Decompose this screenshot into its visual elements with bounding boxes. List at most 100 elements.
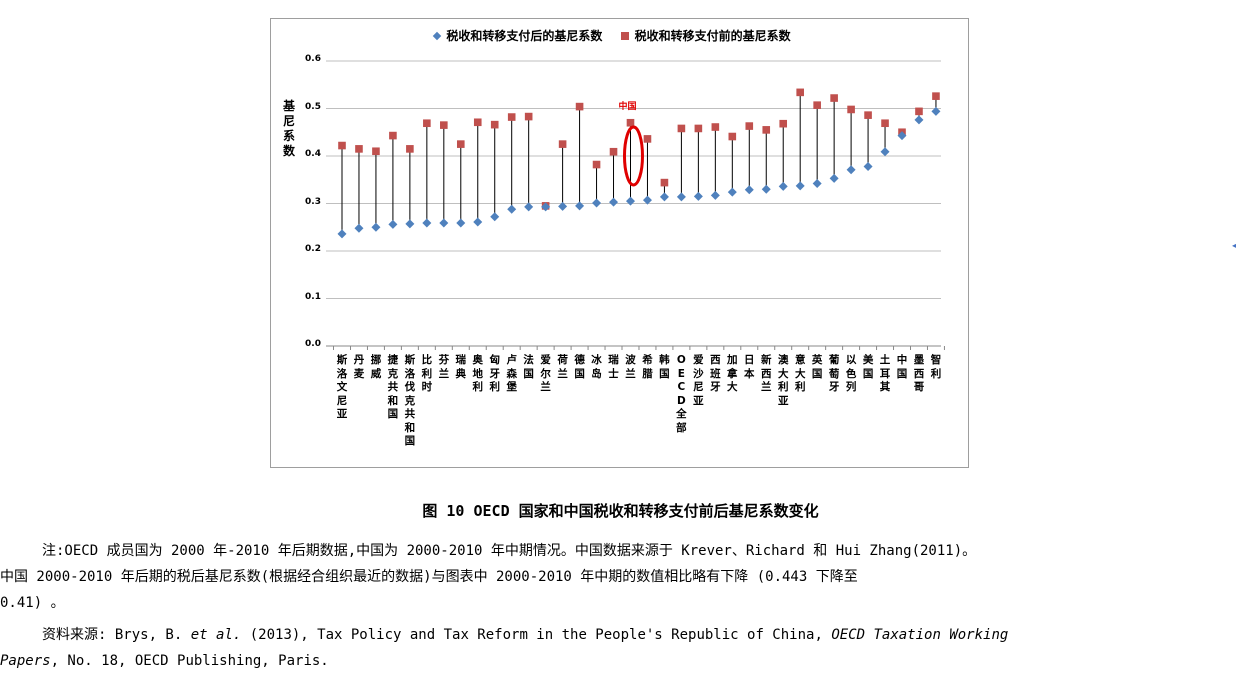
after-point (829, 173, 839, 183)
category-label: 奥地利 (472, 354, 484, 393)
category-label: 瑞士 (608, 354, 619, 380)
after-point (642, 195, 652, 205)
legend-before-label: 税收和转移支付前的基尼系数 (634, 29, 791, 43)
source-prefix: 资料来源: Brys, B. (42, 627, 191, 643)
y-tick-label: 0.2 (305, 244, 321, 254)
category-label: 斯洛伐克共和国 (404, 354, 416, 447)
category-label: 爱沙尼亚 (693, 354, 704, 407)
category-label: 匈牙利 (489, 354, 500, 393)
chart-plot (326, 60, 945, 350)
before-point (372, 147, 380, 156)
after-point (388, 219, 398, 229)
after-point (541, 202, 551, 212)
before-point (864, 111, 872, 119)
after-point (558, 201, 568, 211)
after-point (744, 185, 754, 195)
before-point (847, 105, 855, 114)
after-point (795, 181, 805, 191)
after-point (812, 179, 822, 189)
before-point (423, 119, 431, 128)
before-point (355, 145, 363, 153)
before-point (473, 118, 482, 127)
note-line-1: 注:OECD 成员国为 2000 年-2010 年后期数据,中国为 2000-2… (42, 543, 977, 559)
stray-arrow-icon: ◂ (1232, 241, 1237, 250)
before-point (660, 178, 669, 187)
y-tick-label: 0.0 (305, 339, 321, 349)
after-point (710, 190, 720, 200)
after-point (575, 201, 585, 211)
before-point (745, 122, 754, 130)
category-label: 新西兰 (761, 354, 772, 393)
category-label: 比利时 (421, 354, 433, 393)
after-point (422, 218, 432, 228)
after-point (761, 184, 771, 194)
after-point (490, 212, 500, 222)
category-label: 挪威 (370, 354, 382, 380)
category-label: 葡萄牙 (828, 354, 840, 393)
after-point (914, 115, 924, 125)
source-series-2: Papers (0, 653, 51, 669)
source-series: OECD Taxation Working (831, 627, 1009, 643)
after-point (592, 198, 602, 208)
before-point (575, 102, 584, 111)
y-tick-label: 0.5 (305, 101, 321, 112)
category-label: 中国 (896, 354, 908, 380)
after-point (625, 196, 635, 206)
after-point (676, 192, 686, 202)
after-point (778, 181, 788, 191)
category-label: 卢森堡 (506, 354, 517, 393)
before-point (592, 160, 601, 169)
before-point (524, 112, 533, 121)
after-point (524, 202, 534, 212)
chart-legend: 税收和转移支付后的基尼系数 税收和转移支付前的基尼系数 (271, 27, 968, 44)
after-point (337, 229, 347, 239)
after-point (897, 131, 907, 141)
before-point (694, 124, 703, 133)
before-point (338, 141, 346, 150)
after-point (931, 106, 941, 116)
category-label: 澳大利亚 (777, 354, 789, 407)
after-point (456, 218, 466, 228)
category-label: 意大利 (794, 354, 806, 393)
category-label: 波兰 (625, 354, 636, 380)
category-label: 土耳其 (879, 354, 891, 393)
note-line-2: 中国 2000-2010 年后期的税后基尼系数(根据经合组织最近的数据)与图表中… (0, 569, 858, 585)
after-point (439, 218, 449, 228)
before-point (626, 118, 635, 127)
category-label: 希腊 (642, 354, 653, 380)
figure-caption: 图 10 OECD 国家和中国税收和转移支付前后基尼系数变化 (422, 502, 819, 520)
before-point (389, 131, 397, 140)
before-point (932, 92, 940, 100)
source-etal: et al. (190, 627, 242, 643)
before-point (677, 124, 686, 133)
before-point (830, 94, 838, 102)
category-label: 日本 (744, 354, 755, 380)
before-point (406, 145, 414, 153)
before-point (881, 119, 889, 128)
category-label: 芬兰 (438, 354, 450, 380)
chart-frame: 税收和转移支付后的基尼系数 税收和转移支付前的基尼系数 基尼系数 0.0 0.1 0… (270, 18, 969, 468)
after-point (405, 219, 415, 229)
source-line-1: 资料来源: Brys, B. et al. (2013), Tax Policy… (0, 624, 1241, 647)
before-point (728, 132, 737, 141)
before-point (779, 119, 788, 128)
legend-after-label: 税收和转移支付后的基尼系数 (446, 29, 603, 43)
category-label: 荷兰 (557, 354, 568, 380)
before-point (507, 113, 516, 121)
after-point (659, 192, 669, 202)
category-label: 斯洛文尼亚 (336, 354, 348, 420)
after-point (354, 223, 364, 233)
after-point (371, 222, 381, 232)
y-tick-label: 0.1 (305, 291, 321, 302)
y-tick-label: 0.3 (305, 196, 321, 207)
before-point (711, 123, 720, 131)
legend-before-marker (620, 31, 629, 40)
after-point (880, 147, 890, 157)
source-suffix: , No. 18, OECD Publishing, Paris. (50, 653, 329, 669)
category-label: 墨西哥 (913, 354, 925, 393)
china-annotation-label: 中国 (618, 101, 637, 112)
category-label: 英国 (811, 354, 823, 380)
after-point (863, 161, 873, 171)
category-label: 德国 (574, 354, 585, 380)
before-point (762, 126, 771, 134)
